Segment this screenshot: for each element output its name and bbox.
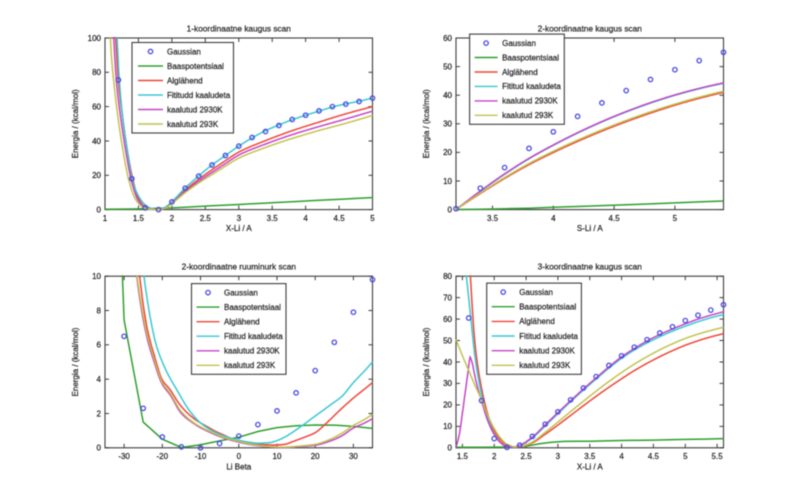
svg-text:Energia / (kcal/mol): Energia / (kcal/mol) — [71, 89, 80, 158]
svg-text:30: 30 — [443, 120, 452, 129]
svg-text:Alglähend: Alglähend — [519, 317, 555, 326]
svg-text:kaalutud 2930K: kaalutud 2930K — [167, 105, 223, 114]
svg-text:3-koordinaatne kaugus scan: 3-koordinaatne kaugus scan — [538, 262, 643, 272]
svg-text:0: 0 — [448, 444, 453, 453]
svg-text:20: 20 — [92, 171, 101, 180]
svg-text:4: 4 — [97, 375, 102, 384]
svg-text:Energia / (kcal/mol): Energia / (kcal/mol) — [422, 89, 431, 158]
svg-text:2.5: 2.5 — [200, 214, 212, 223]
svg-text:50: 50 — [443, 62, 452, 71]
svg-text:80: 80 — [92, 68, 101, 77]
svg-text:Baaspotentsiaal: Baaspotentsiaal — [167, 62, 224, 71]
svg-text:kaalutud 293K: kaalutud 293K — [167, 120, 219, 129]
svg-text:4.5: 4.5 — [609, 214, 621, 223]
svg-text:2-koordinaatne ruuminurk scan: 2-koordinaatne ruuminurk scan — [182, 262, 297, 272]
svg-text:X-Li / A: X-Li / A — [226, 224, 252, 233]
svg-text:S-Li / A: S-Li / A — [577, 224, 603, 233]
svg-text:30: 30 — [443, 379, 452, 388]
svg-text:Baaspotentsiaal: Baaspotentsiaal — [519, 303, 576, 312]
svg-text:3.5: 3.5 — [267, 214, 279, 223]
svg-text:-10: -10 — [195, 452, 207, 461]
svg-text:Li Beta: Li Beta — [226, 462, 251, 471]
svg-text:Energia / (kcal/mol): Energia / (kcal/mol) — [71, 327, 80, 396]
svg-text:0: 0 — [97, 444, 102, 453]
svg-text:1: 1 — [103, 214, 108, 223]
svg-text:10: 10 — [273, 452, 282, 461]
svg-text:Baaspotentsiaal: Baaspotentsiaal — [224, 303, 281, 312]
svg-text:6: 6 — [97, 341, 102, 350]
svg-text:10: 10 — [443, 422, 452, 431]
svg-text:3.5: 3.5 — [487, 214, 499, 223]
svg-text:Alglähend: Alglähend — [502, 68, 538, 77]
svg-text:Gaussian: Gaussian — [519, 288, 553, 297]
svg-text:100: 100 — [88, 34, 102, 43]
svg-text:5.5: 5.5 — [712, 452, 724, 461]
svg-text:Energia / (kcal/mol): Energia / (kcal/mol) — [422, 327, 431, 396]
svg-text:Fititud kaaludeta: Fititud kaaludeta — [519, 332, 578, 341]
svg-text:5: 5 — [683, 452, 688, 461]
svg-text:kaalutud 293K: kaalutud 293K — [502, 111, 554, 120]
svg-text:Baaspotentsiaal: Baaspotentsiaal — [502, 53, 559, 62]
svg-text:60: 60 — [443, 315, 452, 324]
svg-text:40: 40 — [92, 137, 101, 146]
svg-text:Gaussian: Gaussian — [167, 47, 201, 56]
svg-text:Gaussian: Gaussian — [224, 288, 258, 297]
svg-text:0: 0 — [97, 205, 102, 214]
svg-text:30: 30 — [349, 452, 358, 461]
svg-text:1.5: 1.5 — [457, 452, 469, 461]
svg-text:50: 50 — [443, 336, 452, 345]
svg-text:80: 80 — [443, 272, 452, 281]
svg-text:2: 2 — [97, 409, 102, 418]
svg-text:3.5: 3.5 — [584, 452, 596, 461]
svg-text:70: 70 — [443, 293, 452, 302]
svg-text:Fititud kaaludeta: Fititud kaaludeta — [502, 82, 561, 91]
svg-text:kaalutud 2930K: kaalutud 2930K — [502, 97, 558, 106]
svg-text:kaalutud 2930K: kaalutud 2930K — [224, 347, 280, 356]
svg-text:kaalutud 293K: kaalutud 293K — [519, 361, 571, 370]
svg-text:2: 2 — [170, 214, 175, 223]
svg-text:X-Li / A: X-Li / A — [577, 462, 603, 471]
svg-text:0: 0 — [448, 205, 453, 214]
svg-text:60: 60 — [443, 34, 452, 43]
svg-text:60: 60 — [92, 102, 101, 111]
svg-text:Alglähend: Alglähend — [224, 318, 260, 327]
svg-text:5: 5 — [673, 214, 678, 223]
svg-text:3: 3 — [237, 214, 242, 223]
svg-text:4: 4 — [619, 452, 624, 461]
svg-text:3: 3 — [556, 452, 561, 461]
svg-text:4: 4 — [551, 214, 556, 223]
svg-text:40: 40 — [443, 91, 452, 100]
svg-text:-20: -20 — [157, 452, 169, 461]
svg-text:2: 2 — [492, 452, 497, 461]
svg-text:40: 40 — [443, 358, 452, 367]
svg-text:4.5: 4.5 — [648, 452, 660, 461]
svg-text:2.5: 2.5 — [521, 452, 533, 461]
svg-text:1-koordinaatne kaugus scan: 1-koordinaatne kaugus scan — [187, 24, 292, 34]
svg-text:kaalutud 293K: kaalutud 293K — [224, 361, 276, 370]
svg-text:4: 4 — [303, 214, 308, 223]
svg-text:0: 0 — [237, 452, 242, 461]
svg-text:5: 5 — [370, 214, 375, 223]
svg-text:-30: -30 — [118, 452, 130, 461]
svg-text:8: 8 — [97, 306, 102, 315]
svg-text:2-koordinaatne kaugus scan: 2-koordinaatne kaugus scan — [538, 24, 643, 34]
svg-text:Fititudd kaaludeta: Fititudd kaaludeta — [167, 91, 231, 100]
svg-text:10: 10 — [92, 272, 101, 281]
svg-text:20: 20 — [311, 452, 320, 461]
svg-text:kaalutud 2930K: kaalutud 2930K — [519, 347, 575, 356]
svg-text:Fititud kaaludeta: Fititud kaaludeta — [224, 332, 283, 341]
svg-text:1.5: 1.5 — [133, 214, 145, 223]
svg-text:4.5: 4.5 — [334, 214, 346, 223]
svg-text:20: 20 — [443, 401, 452, 410]
svg-text:Alglähend: Alglähend — [167, 76, 203, 85]
svg-text:10: 10 — [443, 177, 452, 186]
svg-text:Gaussian: Gaussian — [502, 39, 536, 48]
svg-text:20: 20 — [443, 148, 452, 157]
